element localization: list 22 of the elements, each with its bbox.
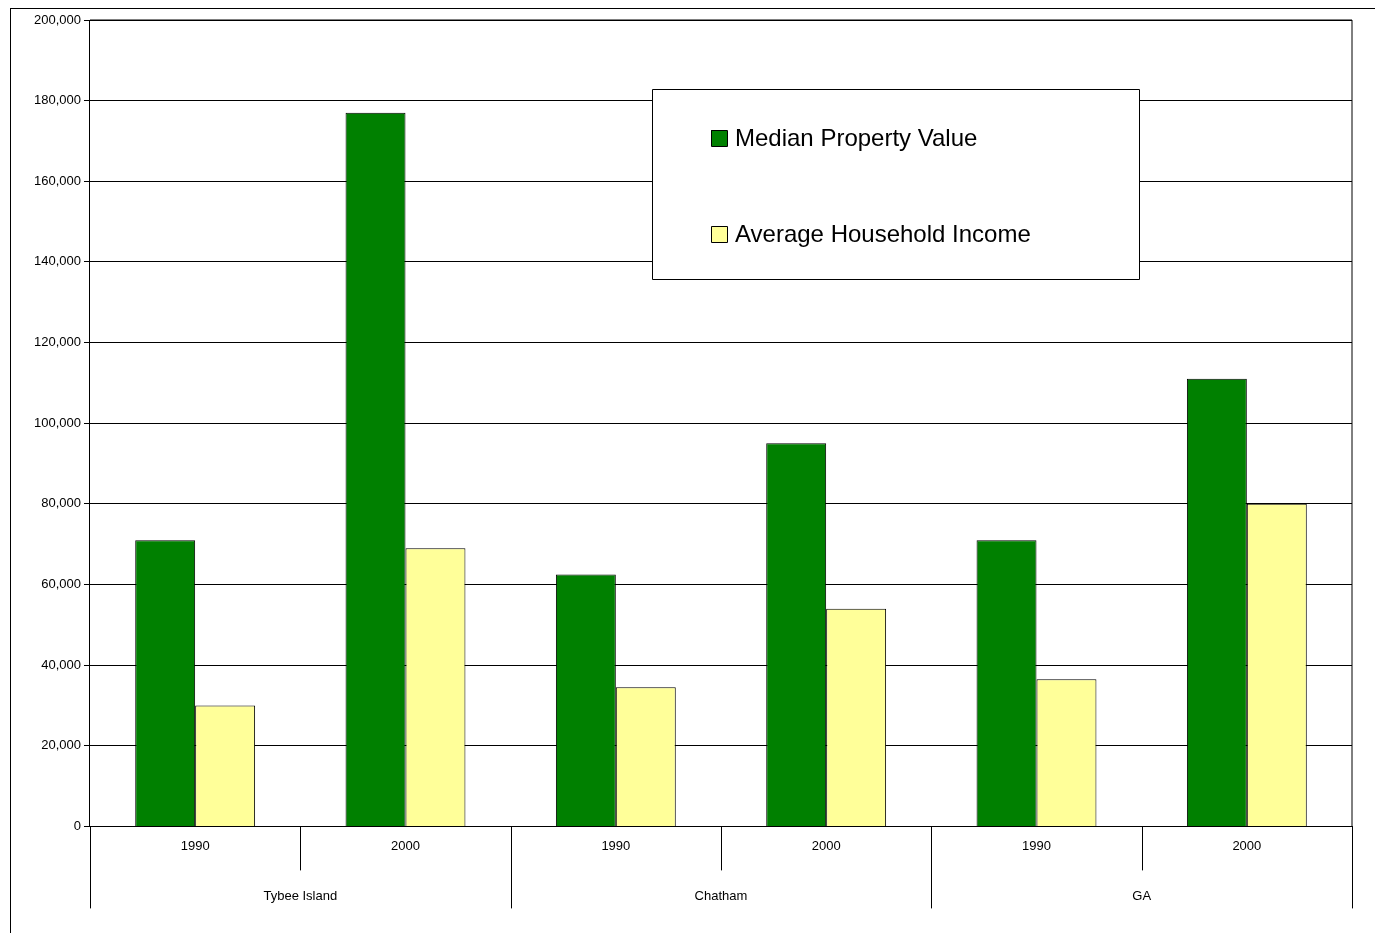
text: Tybee Island xyxy=(263,887,338,903)
x-tick-label: 2000 xyxy=(811,837,841,853)
y-tick-label: 120,000 xyxy=(33,334,81,350)
x-tick-label: 2000 xyxy=(1232,837,1262,853)
y-tick-label: 100,000 xyxy=(33,414,81,430)
y-tick-label: 20,000 xyxy=(41,737,81,753)
y-tick-label: 160,000 xyxy=(33,172,81,188)
y-tick-label: 80,000 xyxy=(41,495,81,511)
x-tick-label: 1990 xyxy=(1022,837,1051,853)
y-tick-label: 40,000 xyxy=(41,656,81,672)
y-tick-label: 180,000 xyxy=(33,92,81,108)
text: Chatham xyxy=(694,887,748,903)
x-tick-label: 1990 xyxy=(601,837,631,853)
y-tick-label: 200,000 xyxy=(33,11,81,27)
legend-label: Average Household Income xyxy=(735,219,1031,247)
y-tick-label: 140,000 xyxy=(33,253,81,269)
y-tick-label: 60,000 xyxy=(41,576,81,592)
legend-label: Median Property Value xyxy=(735,123,978,151)
x-tick-label: 1990 xyxy=(180,837,210,853)
y-tick-label: 0 xyxy=(73,817,81,833)
x-tick-label: 2000 xyxy=(391,837,420,853)
text: GA xyxy=(1132,887,1152,903)
